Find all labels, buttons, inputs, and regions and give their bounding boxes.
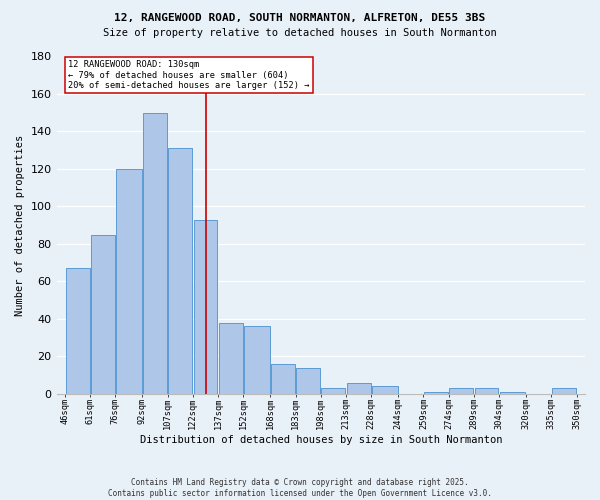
- Bar: [244, 326, 269, 394]
- Bar: [219, 322, 242, 394]
- Bar: [271, 364, 295, 394]
- Bar: [296, 368, 320, 394]
- Text: 12 RANGEWOOD ROAD: 130sqm
← 79% of detached houses are smaller (604)
20% of semi: 12 RANGEWOOD ROAD: 130sqm ← 79% of detac…: [68, 60, 310, 90]
- Text: Size of property relative to detached houses in South Normanton: Size of property relative to detached ho…: [103, 28, 497, 38]
- Bar: [347, 382, 371, 394]
- Bar: [322, 388, 346, 394]
- Text: Contains HM Land Registry data © Crown copyright and database right 2025.
Contai: Contains HM Land Registry data © Crown c…: [108, 478, 492, 498]
- Bar: [91, 234, 115, 394]
- Bar: [500, 392, 526, 394]
- Y-axis label: Number of detached properties: Number of detached properties: [15, 134, 25, 316]
- Bar: [143, 112, 167, 394]
- Bar: [372, 386, 398, 394]
- Bar: [552, 388, 576, 394]
- Text: 12, RANGEWOOD ROAD, SOUTH NORMANTON, ALFRETON, DE55 3BS: 12, RANGEWOOD ROAD, SOUTH NORMANTON, ALF…: [115, 12, 485, 22]
- Bar: [449, 388, 473, 394]
- Bar: [475, 388, 499, 394]
- Bar: [168, 148, 192, 394]
- Bar: [194, 220, 217, 394]
- Bar: [116, 169, 142, 394]
- Bar: [424, 392, 448, 394]
- Bar: [65, 268, 89, 394]
- X-axis label: Distribution of detached houses by size in South Normanton: Distribution of detached houses by size …: [140, 435, 502, 445]
